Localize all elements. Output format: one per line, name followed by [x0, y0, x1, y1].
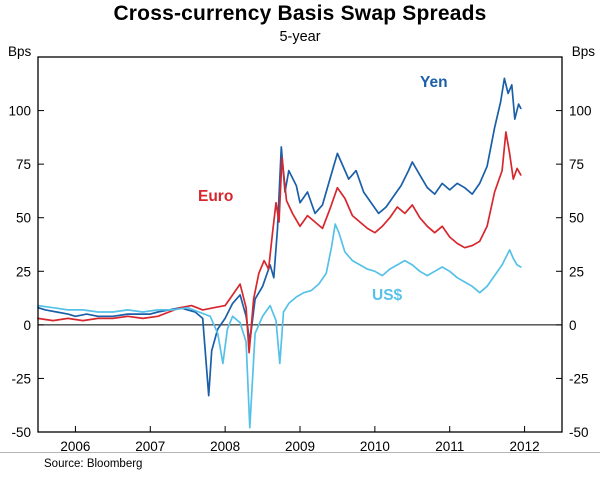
svg-text:0: 0 — [23, 318, 31, 333]
svg-text:0: 0 — [569, 318, 577, 333]
svg-text:50: 50 — [569, 211, 584, 226]
svg-text:2011: 2011 — [435, 439, 464, 454]
svg-text:25: 25 — [16, 264, 31, 279]
svg-text:75: 75 — [569, 157, 584, 172]
series-label-yen: Yen — [420, 74, 448, 91]
chart-title: Cross-currency Basis Swap Spreads — [113, 2, 487, 25]
svg-text:-25: -25 — [569, 371, 589, 386]
svg-text:2010: 2010 — [360, 439, 390, 454]
svg-text:2006: 2006 — [60, 439, 90, 454]
y-axis-unit-left: Bps — [8, 44, 32, 59]
source-note: Source: Bloomberg — [44, 458, 143, 470]
y-axis-unit-right: Bps — [571, 44, 595, 59]
svg-text:-50: -50 — [569, 425, 589, 440]
svg-text:75: 75 — [16, 157, 31, 172]
series-label-usd: US$ — [372, 287, 403, 304]
svg-text:100: 100 — [569, 104, 592, 119]
footer-divider — [0, 452, 600, 453]
svg-text:50: 50 — [16, 211, 31, 226]
series-label-euro: Euro — [198, 188, 234, 205]
svg-text:-25: -25 — [11, 371, 31, 386]
svg-text:25: 25 — [569, 264, 584, 279]
svg-text:-50: -50 — [11, 425, 31, 440]
svg-text:2009: 2009 — [285, 439, 315, 454]
svg-text:2008: 2008 — [210, 439, 240, 454]
svg-text:100: 100 — [8, 104, 31, 119]
svg-text:2007: 2007 — [135, 439, 165, 454]
svg-text:2012: 2012 — [510, 439, 540, 454]
chart-subtitle: 5-year — [279, 29, 321, 45]
